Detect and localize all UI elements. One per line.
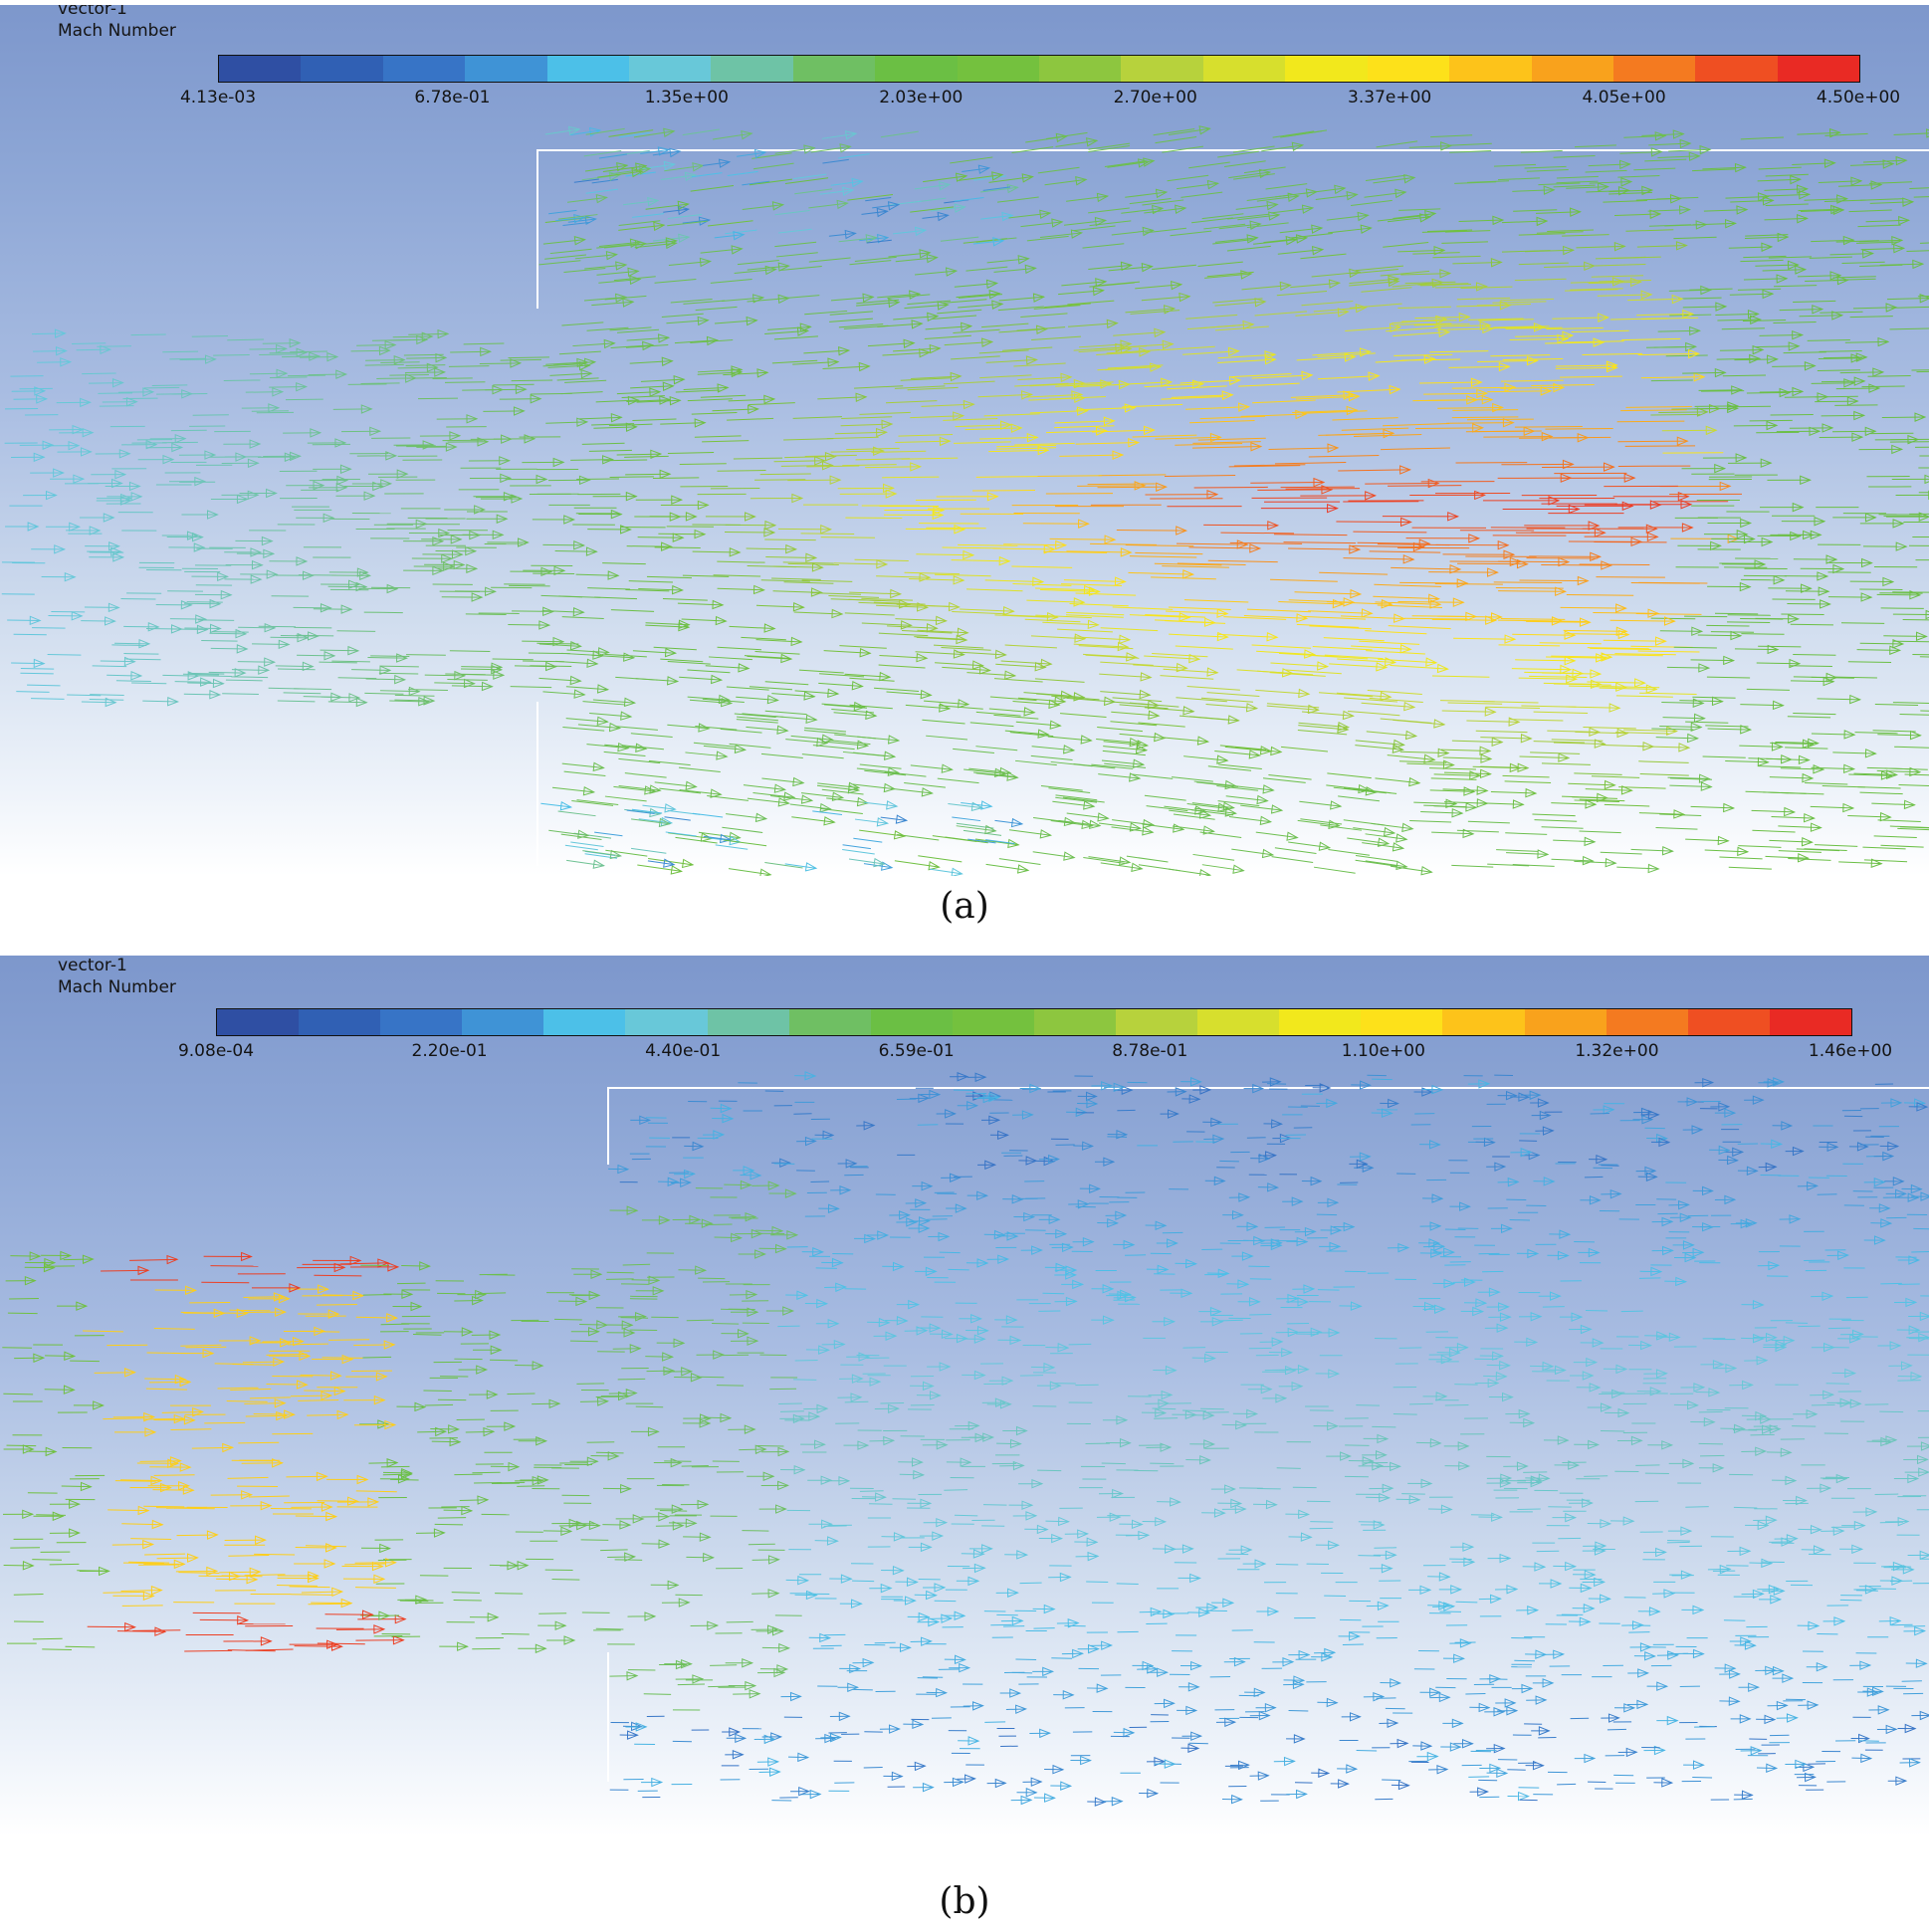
colorbar-segment	[382, 56, 466, 82]
colorbar-segment	[957, 56, 1040, 82]
colorbar-segment	[1769, 1009, 1851, 1035]
colorbar-tick-label: 2.20e-01	[411, 1041, 488, 1061]
colorbar-segment	[1687, 1009, 1770, 1035]
colorbar-segment	[465, 56, 547, 82]
colorbar-tick-label: 1.32e+00	[1575, 1041, 1659, 1061]
colorbar-segment	[462, 1009, 544, 1035]
legend-quantity: Mach Number	[58, 977, 176, 997]
colorbar-segment	[1606, 1009, 1688, 1035]
colorbar-segment	[1202, 56, 1286, 82]
vector-plot-panel-a: vector-1 Mach Number 4.13e-03 6.78e-01 1.3…	[0, 5, 1929, 876]
legend-title: vector-1	[58, 5, 127, 19]
colorbar-segment	[219, 56, 302, 82]
colorbar-segment	[301, 56, 383, 82]
colorbar-segment	[788, 1009, 871, 1035]
colorbar-segment	[1449, 56, 1532, 82]
colorbar-segment	[1777, 56, 1860, 82]
colorbar-segment	[952, 1009, 1034, 1035]
colorbar-segment	[707, 1009, 789, 1035]
colorbar-segment	[875, 56, 958, 82]
colorbar-tick-label: 2.70e+00	[1113, 88, 1197, 107]
colorbar-tick-label: 4.50e+00	[1816, 88, 1901, 107]
caption-b: (b)	[939, 1881, 990, 1922]
colorbar-segment	[1116, 1009, 1198, 1035]
colorbar-segment	[1524, 1009, 1607, 1035]
mach-vector-field-a	[1, 125, 1929, 876]
caption-a: (a)	[940, 886, 989, 927]
colorbar-segment	[870, 1009, 953, 1035]
colorbar-tick-label: 6.78e-01	[414, 88, 491, 107]
colorbar-tick-label: 1.10e+00	[1341, 1041, 1425, 1061]
colorbar-segment	[1612, 56, 1696, 82]
colorbar-segment	[1033, 1009, 1117, 1035]
colorbar-segment	[546, 56, 630, 82]
colorbar-segment	[1361, 1009, 1443, 1035]
colorbar-segment	[1695, 56, 1778, 82]
colorbar-tick-label: 1.46e+00	[1808, 1041, 1893, 1061]
colorbar-segment	[711, 56, 793, 82]
colorbar-tick-label: 2.03e+00	[879, 88, 964, 107]
vector-plot-panel-b: vector-1 Mach Number 9.08e-04 2.20e-01 4.4…	[0, 956, 1929, 1836]
colorbar	[216, 1008, 1852, 1036]
colorbar-tick-label: 4.05e+00	[1582, 88, 1666, 107]
colorbar-segment	[1039, 56, 1122, 82]
colorbar-tick-label: 4.40e-01	[645, 1041, 722, 1061]
colorbar-segment	[380, 1009, 463, 1035]
colorbar-segment	[1285, 56, 1368, 82]
colorbar-segment	[1531, 56, 1613, 82]
colorbar-tick-label: 3.37e+00	[1348, 88, 1432, 107]
colorbar-tick-label: 6.59e-01	[878, 1041, 955, 1061]
colorbar-segment	[1197, 1009, 1280, 1035]
mach-vector-field-b	[2, 1071, 1929, 1807]
colorbar-segment	[543, 1009, 626, 1035]
colorbar-segment	[1367, 56, 1450, 82]
colorbar-tick-label: 9.08e-04	[177, 1041, 255, 1061]
colorbar-segment	[1279, 1009, 1362, 1035]
colorbar-segment	[792, 56, 876, 82]
colorbar-tick-label: 1.35e+00	[644, 88, 729, 107]
colorbar-segment	[217, 1009, 300, 1035]
colorbar-segment	[629, 56, 712, 82]
colorbar-segment	[1121, 56, 1203, 82]
colorbar	[218, 55, 1860, 83]
legend-quantity: Mach Number	[58, 21, 176, 41]
colorbar-tick-label: 8.78e-01	[1112, 1041, 1188, 1061]
colorbar-segment	[625, 1009, 708, 1035]
legend-title: vector-1	[58, 956, 127, 975]
colorbar-segment	[1442, 1009, 1525, 1035]
colorbar-tick-label: 4.13e-03	[179, 88, 257, 107]
colorbar-segment	[299, 1009, 381, 1035]
